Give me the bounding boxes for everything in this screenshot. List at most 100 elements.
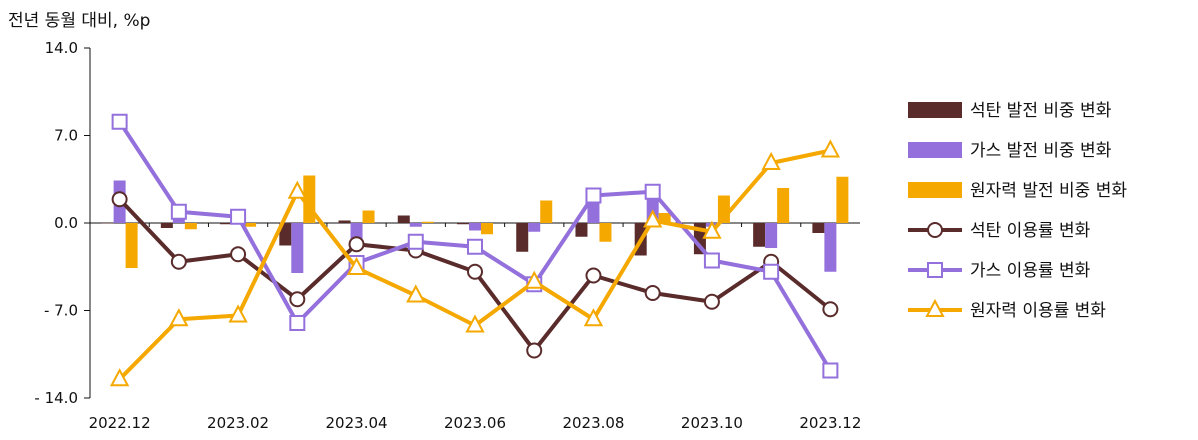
bar	[279, 223, 292, 246]
data-point	[406, 284, 426, 303]
data-point	[407, 233, 424, 250]
legend-swatch	[908, 182, 962, 198]
bar	[160, 223, 173, 228]
data-point	[467, 263, 483, 280]
data-point	[820, 139, 841, 158]
data-point	[703, 252, 720, 269]
bar	[540, 200, 553, 223]
x-tick-label: 2023.12	[799, 414, 861, 432]
legend-label: 가스 이용률 변화	[970, 261, 1091, 281]
bar	[362, 210, 375, 223]
x-tick-label: 2023.06	[444, 414, 506, 432]
x-tick-label: 2022.12	[89, 414, 151, 432]
bar	[184, 223, 197, 230]
bar	[528, 223, 541, 232]
legend-label: 원자력 발전 비중 변화	[970, 181, 1127, 201]
data-point	[109, 368, 130, 387]
y-tick-label: - 7.0	[44, 302, 78, 320]
data-point	[524, 270, 544, 289]
data-point	[346, 256, 367, 275]
bar	[172, 219, 185, 223]
bar	[457, 223, 469, 225]
bar	[481, 223, 493, 235]
bar	[125, 223, 138, 268]
bar	[765, 223, 778, 248]
legend-marker	[927, 222, 943, 238]
legend-item-0: 석탄 발전 비중 변화	[908, 101, 1112, 121]
legend-item-4: 가스 이용률 변화	[908, 261, 1091, 281]
bar-series-2	[125, 175, 849, 268]
y-axis-unit-label: 전년 동월 대비, %p	[8, 11, 151, 31]
legend-item-1: 가스 발전 비중 변화	[908, 141, 1112, 161]
y-tick-label: 0.0	[54, 214, 78, 232]
data-point	[585, 267, 602, 284]
legend-marker	[927, 262, 943, 278]
bar	[421, 221, 434, 223]
data-point	[230, 246, 247, 263]
data-point	[583, 308, 604, 327]
data-point	[644, 285, 661, 301]
bar	[409, 223, 422, 227]
data-point	[111, 113, 128, 130]
data-point	[585, 187, 602, 204]
data-point	[170, 253, 187, 270]
bar	[812, 223, 825, 233]
line-series-0	[111, 191, 839, 359]
data-point	[348, 236, 365, 253]
data-point	[465, 314, 485, 333]
bar	[244, 223, 257, 227]
data-point	[644, 183, 661, 200]
data-point	[703, 293, 720, 310]
data-point	[289, 315, 306, 331]
bar	[397, 215, 410, 223]
bar	[575, 223, 588, 237]
legend-label: 원자력 이용률 변화	[970, 301, 1106, 321]
data-point	[111, 191, 128, 208]
bar	[469, 223, 481, 231]
bar	[658, 213, 671, 223]
line-series-1	[111, 113, 839, 379]
x-tick-label: 2023.02	[207, 414, 269, 432]
data-point	[467, 238, 483, 255]
data-point	[822, 301, 839, 318]
bar-series-1	[113, 180, 837, 273]
legend-swatch	[908, 142, 962, 158]
y-tick-label: 7.0	[54, 127, 78, 145]
legend-label: 석탄 이용률 변화	[970, 221, 1091, 241]
x-tick-label: 2023.08	[562, 414, 624, 432]
bar	[516, 223, 529, 252]
y-tick-label: - 14.0	[34, 389, 78, 407]
data-point	[287, 180, 307, 199]
bar	[824, 223, 837, 272]
data-point	[526, 342, 543, 359]
data-point	[822, 362, 839, 379]
legend-marker	[925, 298, 945, 317]
x-tick-label: 2023.04	[326, 414, 388, 432]
bar	[101, 223, 114, 224]
y-tick-label: 14.0	[45, 39, 78, 57]
data-point	[702, 220, 722, 239]
bar	[777, 188, 790, 223]
data-point	[169, 308, 189, 327]
bar	[836, 176, 849, 223]
data-point	[228, 304, 248, 323]
data-point	[170, 203, 187, 220]
bar	[599, 223, 612, 242]
bar	[291, 223, 304, 273]
bar	[220, 223, 233, 225]
legend-item-2: 원자력 발전 비중 변화	[908, 181, 1127, 201]
line-series-2	[109, 139, 841, 387]
data-point	[763, 263, 780, 280]
bar	[338, 220, 351, 223]
data-point	[230, 208, 247, 225]
legend-item-5: 원자력 이용률 변화	[908, 298, 1106, 321]
legend-item-3: 석탄 이용률 변화	[908, 221, 1091, 241]
bar	[753, 223, 766, 247]
data-point	[289, 291, 306, 308]
legend-label: 가스 발전 비중 변화	[970, 141, 1112, 161]
data-point	[643, 209, 663, 228]
legend-swatch	[908, 102, 962, 118]
data-point	[761, 151, 781, 170]
legend-label: 석탄 발전 비중 변화	[970, 101, 1112, 121]
